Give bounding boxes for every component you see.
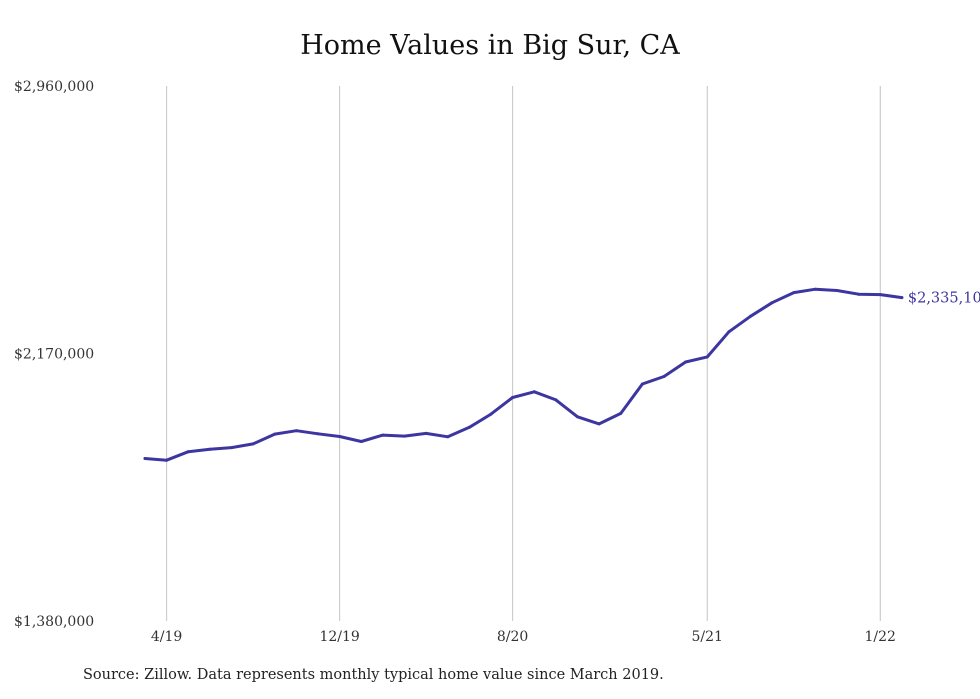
end-value-label: $2,335,101 — [908, 291, 980, 307]
data-point — [208, 447, 212, 451]
data-point — [424, 431, 428, 435]
data-point — [900, 296, 904, 300]
data-point — [770, 301, 774, 305]
data-point — [684, 360, 688, 364]
x-tick-label: 12/19 — [319, 629, 359, 645]
x-tick-label: 4/19 — [151, 629, 182, 645]
data-point — [186, 450, 190, 454]
x-tick-label: 5/21 — [692, 629, 723, 645]
data-point — [403, 434, 406, 438]
series-layer: $2,335,101 — [143, 287, 980, 462]
data-point — [381, 433, 385, 437]
y-tick-label: $2,170,000 — [14, 347, 94, 363]
data-point — [878, 293, 882, 297]
data-point — [251, 442, 255, 446]
y-tick-label: $1,380,000 — [14, 614, 94, 630]
series-line — [143, 287, 904, 462]
data-point — [489, 412, 493, 416]
data-point — [316, 432, 320, 436]
data-point — [857, 292, 861, 296]
data-point — [619, 411, 623, 415]
source-note: Source: Zillow. Data represents monthly … — [83, 667, 664, 683]
data-point — [813, 287, 817, 291]
x-tick-label: 1/22 — [865, 629, 896, 645]
data-point — [554, 398, 558, 402]
data-point — [532, 390, 536, 394]
y-tick-label: $2,960,000 — [14, 79, 94, 95]
data-point — [727, 330, 731, 334]
data-point — [597, 422, 601, 426]
y-axis-ticks: $2,960,000 $2,170,000 $1,380,000 — [14, 79, 94, 630]
data-point — [359, 440, 363, 443]
chart-title: Home Values in Big Sur, CA — [300, 30, 680, 61]
data-point — [165, 458, 169, 462]
data-point — [705, 355, 709, 359]
data-point — [230, 446, 233, 450]
data-point — [749, 314, 752, 318]
data-point — [273, 432, 277, 436]
data-point — [511, 396, 515, 399]
gridlines — [166, 86, 881, 621]
data-point — [446, 435, 450, 439]
data-point — [467, 425, 471, 429]
data-point — [835, 289, 839, 292]
x-tick-label: 8/20 — [497, 629, 528, 645]
data-point — [338, 435, 342, 438]
data-point — [576, 415, 579, 419]
data-point — [294, 429, 298, 433]
data-point — [640, 382, 644, 386]
data-point — [143, 457, 147, 460]
data-point — [662, 375, 666, 378]
x-axis-ticks: 4/19 12/19 8/20 5/21 1/22 — [151, 629, 896, 645]
data-point — [792, 291, 796, 295]
